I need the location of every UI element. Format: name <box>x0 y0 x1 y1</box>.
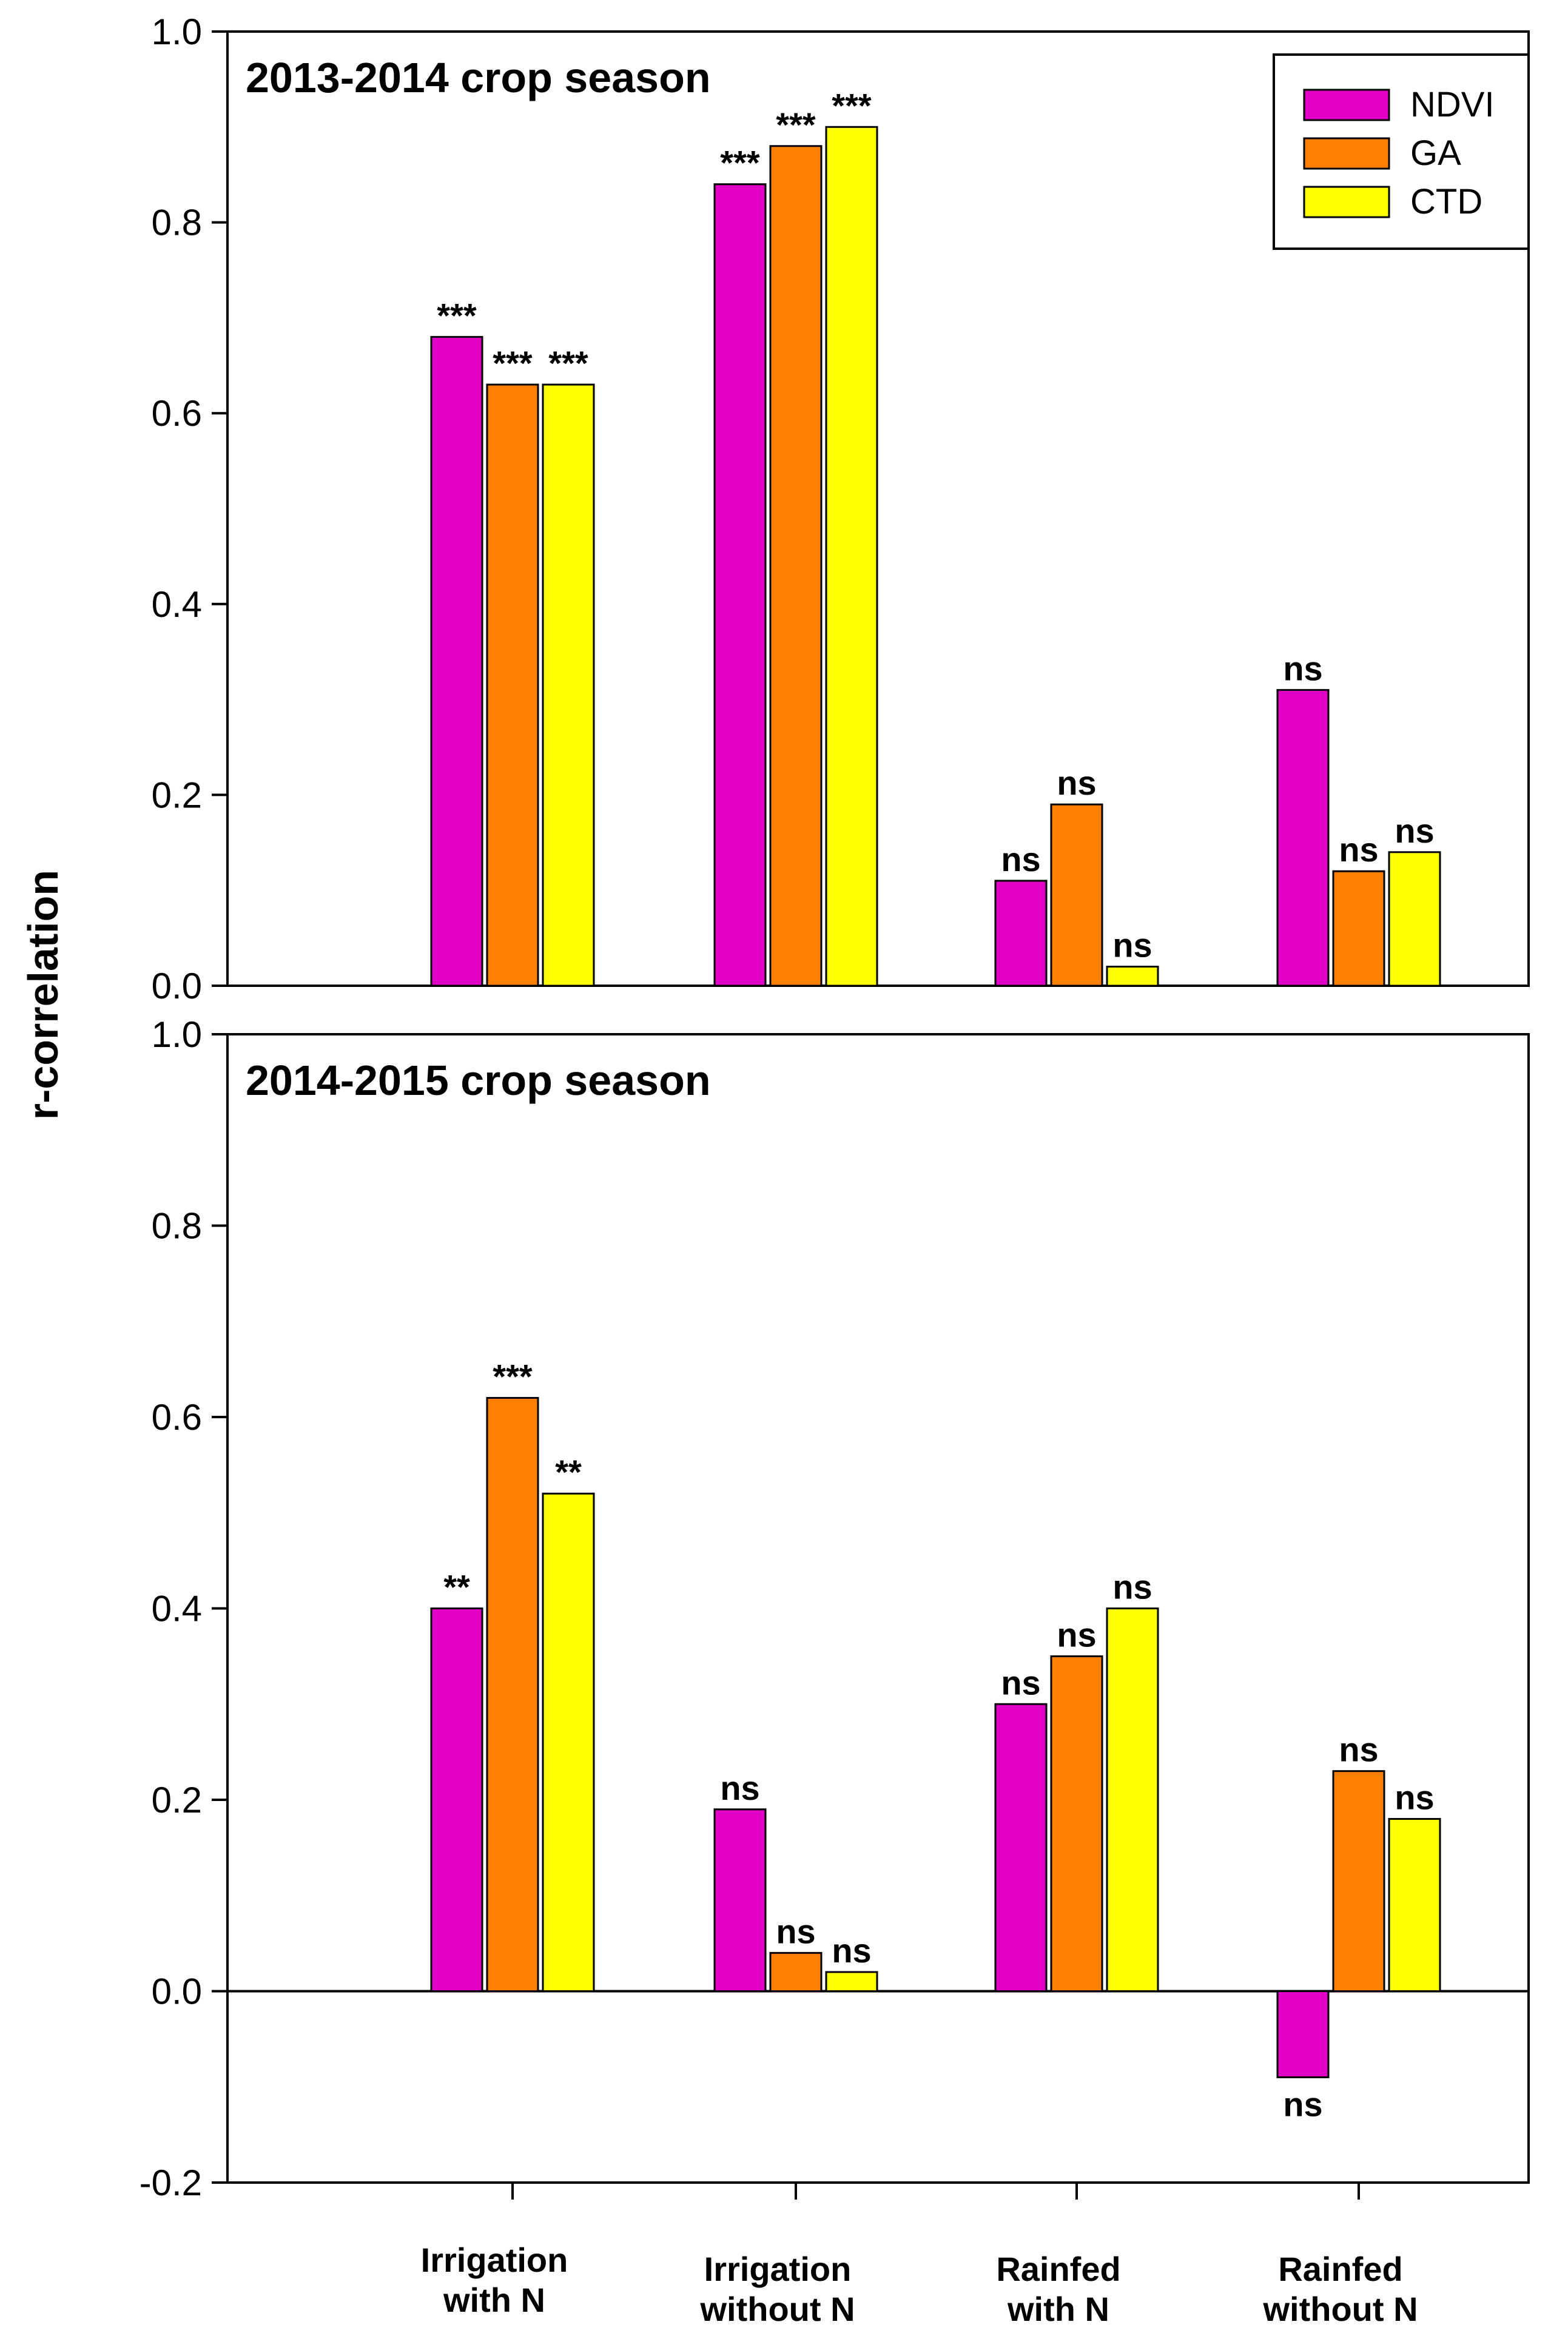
significance-label: *** <box>720 144 760 182</box>
panel-1: 0.0 0.2 0.4 0.6 0.8 1.0 2013-2014 crop season *… <box>152 12 1530 1006</box>
y-tick-label: 0.8 <box>152 1206 202 1247</box>
bar-ndvi <box>713 1808 767 1992</box>
x-category-label: Rainfed without N <box>1262 2250 1418 2328</box>
legend-swatch-ga <box>1303 137 1390 170</box>
significance-label: ns <box>1339 1731 1378 1769</box>
significance-label: ** <box>443 1568 470 1606</box>
legend-label: NDVI <box>1410 85 1495 124</box>
bar-ga <box>486 1396 539 1992</box>
bar-ga <box>769 1951 823 1992</box>
significance-label: ns <box>1001 840 1040 878</box>
panel-title: 2014-2015 crop season <box>246 1057 711 1104</box>
category-label-line: without N <box>699 2290 855 2328</box>
bar-ndvi <box>430 335 483 987</box>
legend-label: GA <box>1410 133 1461 173</box>
bar-ctd <box>825 1971 878 1992</box>
x-category-label: Irrigation without N <box>699 2250 855 2328</box>
panel-title: 2013-2014 crop season <box>246 54 711 101</box>
y-tick-label: 0.4 <box>152 1589 202 1629</box>
category-label-line: Irrigation <box>704 2250 852 2288</box>
significance-label: *** <box>493 1357 533 1395</box>
significance-label: ns <box>1339 830 1378 869</box>
y-tick-label: 1.0 <box>152 1014 202 1055</box>
bar-ctd <box>1388 1818 1441 1993</box>
significance-label: ns <box>1001 1663 1040 1702</box>
bar-ndvi <box>430 1608 483 1992</box>
bar-ga <box>1332 1770 1385 1993</box>
significance-label: *** <box>493 344 533 382</box>
significance-label: ** <box>555 1453 582 1491</box>
legend-label: CTD <box>1410 182 1482 221</box>
category-label-line: Rainfed <box>996 2250 1120 2288</box>
significance-label: ns <box>1112 1568 1152 1606</box>
panel-2: -0.2 0.0 0.2 0.4 0.6 0.8 1.0 2014-2015 crop sea… <box>140 1014 1530 2203</box>
legend-swatch-ndvi <box>1303 89 1390 121</box>
legend: NDVI GA CTD <box>1273 53 1530 250</box>
y-tick-label: 0.6 <box>152 393 202 434</box>
y-tick-label: 0.4 <box>152 584 202 625</box>
category-label-line: with N <box>1007 2290 1109 2328</box>
category-label-line: with N <box>443 2281 545 2319</box>
significance-label: *** <box>548 344 588 382</box>
significance-label: ns <box>1395 812 1434 850</box>
bar-ctd <box>1388 851 1441 987</box>
y-tick-label: 0.0 <box>152 1971 202 2012</box>
bar-ndvi <box>994 1703 1048 1992</box>
x-category-label: Rainfed with N <box>996 2250 1120 2328</box>
category-label-line: Irrigation <box>421 2241 568 2279</box>
bar-ndvi <box>1276 1990 1330 2078</box>
y-tick-label: -0.2 <box>140 2163 202 2203</box>
significance-label: *** <box>776 106 816 144</box>
bar-ga <box>1332 870 1385 987</box>
bar-ctd <box>825 126 878 987</box>
bar-ctd <box>1106 1608 1159 1992</box>
bar-ga <box>1050 1655 1103 1992</box>
bar-ndvi <box>713 183 767 987</box>
x-category-label: Irrigation with N <box>421 2241 568 2319</box>
y-tick-label: 0.2 <box>152 775 202 815</box>
y-tick-label: 0.2 <box>152 1780 202 1820</box>
significance-label: ns <box>1112 926 1152 965</box>
bar-ga <box>769 145 823 987</box>
significance-label: ns <box>1395 1779 1434 1817</box>
bar-ga <box>486 383 539 987</box>
bar-ctd <box>542 1492 595 1992</box>
y-tick-label: 0.6 <box>152 1397 202 1438</box>
plot-frame <box>226 1033 1530 2184</box>
y-tick-label: 0.0 <box>152 966 202 1006</box>
significance-label: *** <box>832 86 872 124</box>
significance-label: *** <box>437 296 477 334</box>
bar-ctd <box>1106 966 1159 987</box>
significance-label: ns <box>1057 764 1096 802</box>
bar-ga <box>1050 803 1103 987</box>
bar-ctd <box>542 383 595 987</box>
category-label-line: Rainfed <box>1278 2250 1402 2288</box>
bar-ndvi <box>1276 688 1330 987</box>
significance-label: ns <box>1283 2085 1322 2123</box>
category-label-line: without N <box>1262 2290 1418 2328</box>
significance-label: ns <box>720 1769 759 1807</box>
significance-label: ns <box>776 1912 815 1950</box>
y-tick-label: 1.0 <box>152 12 202 52</box>
y-tick-label: 0.8 <box>152 203 202 243</box>
legend-swatch-ctd <box>1303 186 1390 218</box>
bar-ndvi <box>994 880 1048 987</box>
significance-label: ns <box>832 1931 871 1970</box>
y-axis-label: r-correlation <box>19 870 67 1120</box>
significance-label: ns <box>1283 649 1322 687</box>
significance-label: ns <box>1057 1615 1096 1654</box>
